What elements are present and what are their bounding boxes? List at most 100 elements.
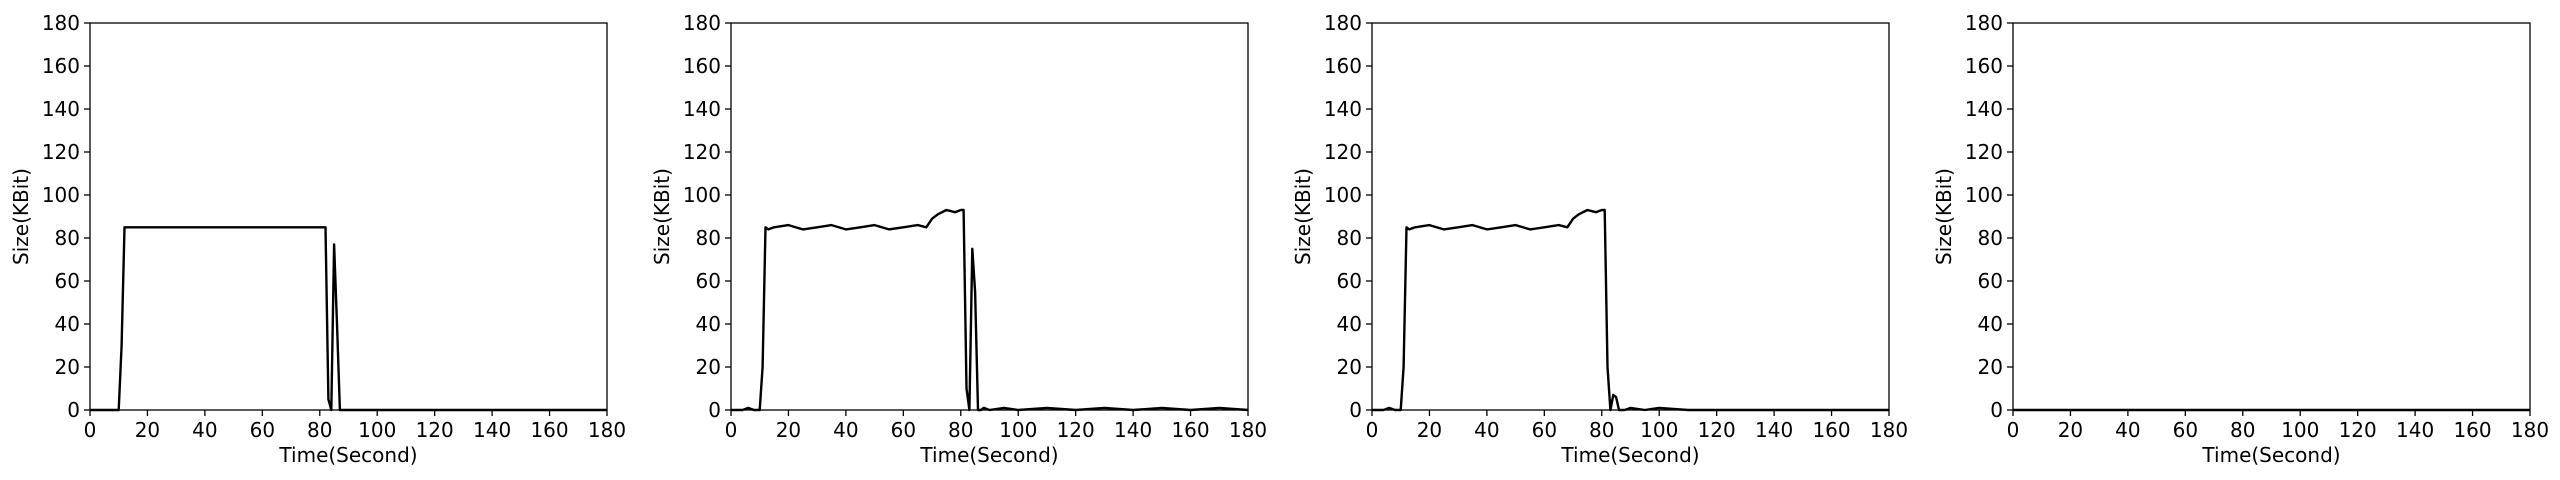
y-tick-label: 180 [1965,11,2003,35]
x-tick-label: 60 [1532,418,1557,442]
series-line-1 [90,226,607,412]
x-tick-label: 40 [1474,418,1499,442]
y-axis-label: Size(KBit) [1291,168,1315,265]
x-tick-label: 60 [2173,418,2198,442]
x-tick-label: 40 [833,418,858,442]
y-tick-label: 60 [1978,269,2003,293]
x-tick-label: 60 [250,418,275,442]
y-axis-label: Size(KBit) [650,168,674,265]
x-tick-label: 80 [2230,418,2255,442]
x-tick-label: 40 [2115,418,2140,442]
x-tick-label: 160 [1171,418,1209,442]
y-tick-label: 120 [1965,140,2003,164]
x-tick-label: 140 [1114,418,1152,442]
x-tick-label: 80 [307,418,332,442]
y-tick-label: 0 [708,398,721,422]
y-tick-label: 0 [1990,398,2003,422]
x-tick-label: 80 [948,418,973,442]
x-tick-label: 20 [135,418,160,442]
x-tick-label: 160 [1812,418,1850,442]
x-tick-label: 0 [2007,418,2020,442]
x-tick-label: 140 [473,418,511,442]
x-tick-label: 20 [776,418,801,442]
y-tick-label: 120 [42,140,80,164]
y-tick-label: 100 [1965,183,2003,207]
y-tick-label: 60 [55,269,80,293]
y-tick-label: 160 [683,54,721,78]
x-tick-label: 100 [358,418,396,442]
chart-panel-4: 0 20 40 60 80 100 120 140 160 180 0 20 40 60 80 100 120 1… [1932,11,2549,467]
x-axis-label: Time(Second) [278,443,417,467]
y-tick-label: 140 [683,97,721,121]
x-tick-label: 120 [1698,418,1736,442]
y-tick-label: 140 [42,97,80,121]
y-tick-label: 40 [1337,312,1362,336]
x-tick-label: 180 [2511,418,2549,442]
x-tick-label: 180 [1229,418,1267,442]
x-tick-label: 60 [891,418,916,442]
x-tick-label: 180 [588,418,626,442]
y-tick-label: 100 [42,183,80,207]
y-tick-label: 60 [1337,269,1362,293]
y-tick-label: 0 [67,398,80,422]
y-tick-label: 160 [42,54,80,78]
x-axis-label: Time(Second) [2201,443,2340,467]
x-tick-label: 180 [1870,418,1908,442]
y-tick-label: 0 [1349,398,1362,422]
plot-frame [730,22,1249,411]
y-tick-label: 120 [1324,140,1362,164]
x-axis-label: Time(Second) [919,443,1058,467]
x-tick-label: 160 [2453,418,2491,442]
y-tick-label: 20 [1978,355,2003,379]
chart-panel-3: 0 20 40 60 80 100 120 140 160 180 0 20 40 60 80 100 120 1… [1291,11,1908,467]
y-tick-label: 100 [1324,183,1362,207]
x-tick-label: 40 [192,418,217,442]
x-tick-label: 140 [2396,418,2434,442]
y-tick-label: 40 [1978,312,2003,336]
x-axis-label: Time(Second) [1560,443,1699,467]
y-tick-label: 20 [55,355,80,379]
x-tick-label: 0 [1366,418,1379,442]
x-tick-label: 0 [84,418,97,442]
chart-panel-2: 0 20 40 60 80 100 120 140 160 180 0 20 40 60 80 100 120 1… [650,11,1267,467]
y-tick-label: 120 [683,140,721,164]
y-tick-label: 80 [55,226,80,250]
y-tick-label: 180 [1324,11,1362,35]
series-line-1 [731,208,1249,412]
y-tick-label: 40 [55,312,80,336]
y-tick-label: 80 [1978,226,2003,250]
x-tick-label: 100 [2281,418,2319,442]
y-tick-label: 140 [1324,97,1362,121]
plot-frame [89,22,608,411]
x-tick-label: 120 [416,418,454,442]
y-tick-label: 20 [1337,355,1362,379]
x-tick-label: 20 [1417,418,1442,442]
y-tick-label: 160 [1965,54,2003,78]
x-tick-label: 100 [999,418,1037,442]
y-axis-label: Size(KBit) [1932,168,1956,265]
series-line-1 [1372,208,1889,412]
y-tick-label: 160 [1324,54,1362,78]
y-tick-label: 20 [696,355,721,379]
chart-panel-1: 0 20 40 60 80 100 120 140 160 180 0 20 40 60 80 100 120 1… [9,11,626,467]
x-tick-label: 0 [725,418,738,442]
y-tick-label: 180 [683,11,721,35]
y-tick-label: 180 [42,11,80,35]
x-tick-label: 140 [1755,418,1793,442]
plot-frame [1371,22,1890,411]
y-tick-label: 40 [696,312,721,336]
y-tick-label: 100 [683,183,721,207]
x-tick-label: 120 [2339,418,2377,442]
y-tick-label: 140 [1965,97,2003,121]
y-tick-label: 60 [696,269,721,293]
plot-frame [2012,22,2531,411]
y-tick-label: 80 [1337,226,1362,250]
x-tick-label: 100 [1640,418,1678,442]
y-axis-label: Size(KBit) [9,168,33,265]
x-tick-label: 120 [1057,418,1095,442]
y-tick-label: 80 [696,226,721,250]
x-tick-label: 80 [1589,418,1614,442]
x-tick-label: 20 [2058,418,2083,442]
x-tick-label: 160 [530,418,568,442]
